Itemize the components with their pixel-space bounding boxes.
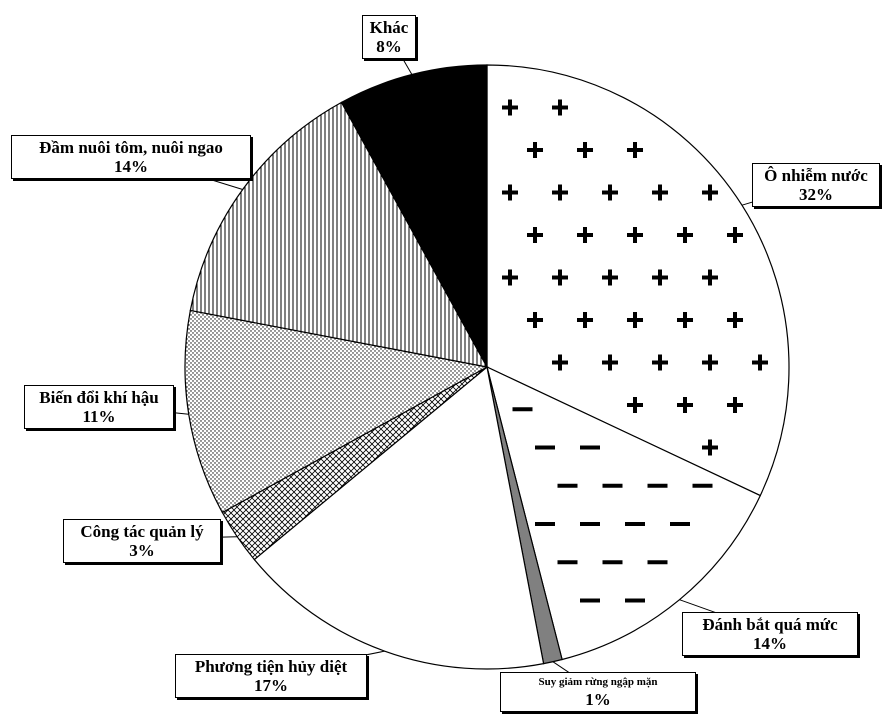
plus-mark (552, 354, 568, 371)
plus-mark (502, 269, 518, 286)
pie-slice-o-nhiem-nuoc (486, 64, 790, 497)
slice-percent: 3% (129, 541, 155, 560)
plus-mark (577, 227, 593, 243)
plus-mark (702, 269, 718, 286)
plus-mark (527, 142, 543, 158)
slice-name: Phương tiện hủy diệt (194, 657, 348, 676)
plus-mark (627, 142, 643, 158)
slice-percent: 11% (82, 407, 116, 426)
plus-mark (627, 397, 643, 413)
slice-percent: 8% (376, 37, 402, 56)
slice-name: Công tác quản lý (80, 522, 204, 541)
plus-mark (502, 184, 518, 201)
plus-mark (677, 227, 693, 243)
slice-name: Đầm nuôi tôm, nuôi ngao (39, 138, 223, 157)
slice-label-phuong-tien-huy-diet: Phương tiện hủy diệt 17% (175, 654, 367, 698)
slice-label-dam-nuoi-tom-nuoi-ngao: Đầm nuôi tôm, nuôi ngao 14% (11, 135, 251, 179)
plus-mark (552, 269, 568, 286)
slice-name: Ô nhiễm nước (764, 166, 868, 185)
plus-mark (727, 227, 743, 243)
plus-mark (677, 397, 693, 413)
slice-percent: 32% (799, 185, 833, 204)
pie-slice-khac (340, 64, 488, 368)
plus-mark (502, 99, 518, 116)
plus-mark (627, 312, 643, 328)
pie-slice-phuong-tien-huy-diet (253, 365, 545, 670)
plus-mark (602, 269, 618, 286)
slice-label-khac: Khác 8% (362, 15, 416, 59)
slice-name: Suy giảm rừng ngập mặn (538, 676, 658, 688)
slice-label-bien-doi-khi-hau: Biến đổi khí hậu 11% (24, 385, 174, 429)
slice-percent: 17% (254, 676, 288, 695)
slice-name: Khác (369, 18, 409, 37)
plus-mark (602, 354, 618, 371)
plus-mark (527, 312, 543, 328)
plus-mark (652, 354, 668, 371)
plus-mark (702, 354, 718, 371)
plus-mark (527, 227, 543, 243)
plus-mark (677, 312, 693, 328)
pie-slice-danh-bat-qua-muc (486, 365, 762, 661)
slice-name: Biến đổi khí hậu (39, 388, 159, 407)
plus-mark (727, 312, 743, 328)
pie-slice-dam-nuoi-tom-nuoi-ngao (189, 101, 489, 368)
slice-percent: 1% (585, 690, 611, 709)
slice-label-suy-giam-rung-ngap-man: Suy giảm rừng ngập mặn 1% (500, 672, 696, 712)
plus-mark (752, 354, 768, 371)
plus-mark (702, 439, 718, 456)
slice-label-o-nhiem-nuoc: Ô nhiễm nước 32% (752, 163, 880, 207)
plus-mark (552, 184, 568, 201)
plus-mark (577, 312, 593, 328)
plus-mark (702, 184, 718, 201)
slice-label-cong-tac-quan-ly: Công tác quản lý 3% (63, 519, 221, 563)
plus-mark (552, 99, 568, 116)
pie-slice-bien-doi-khi-hau (184, 309, 489, 514)
slice-percent: 14% (114, 157, 148, 176)
slice-percent: 14% (753, 634, 787, 653)
slice-label-danh-bat-qua-muc: Đánh bắt quá mức 14% (682, 612, 858, 656)
plus-mark (652, 269, 668, 286)
slice-name: Đánh bắt quá mức (702, 615, 838, 634)
plus-mark (602, 184, 618, 201)
plus-mark (627, 227, 643, 243)
plus-mark (577, 142, 593, 158)
plus-mark (652, 184, 668, 201)
plus-mark (727, 397, 743, 413)
